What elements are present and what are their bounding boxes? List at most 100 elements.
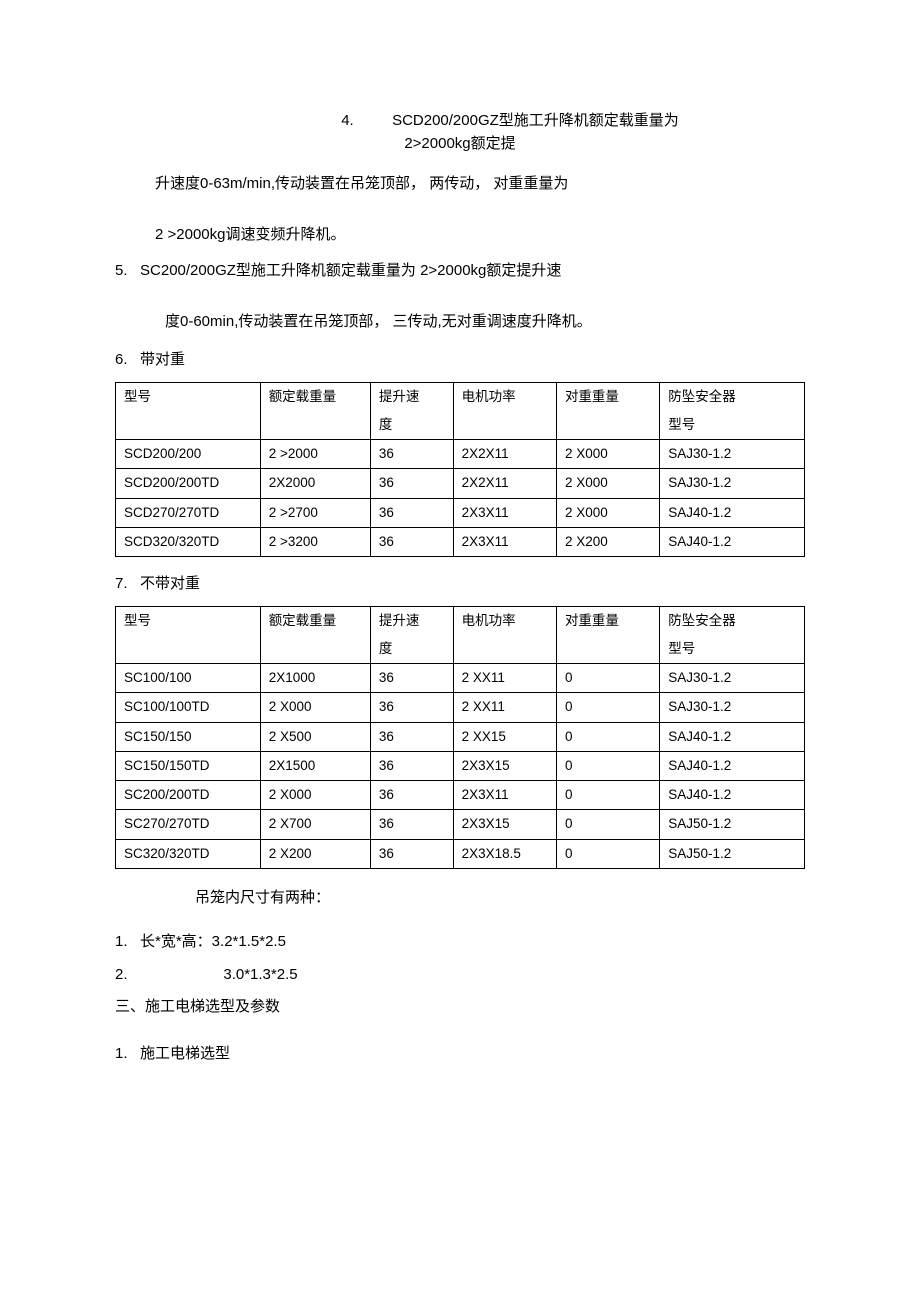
title-number: 4.	[341, 112, 354, 129]
table-cell: 0	[556, 781, 659, 810]
table-cell: 36	[370, 839, 453, 868]
table-cell: SCD320/320TD	[116, 527, 261, 556]
table-cell: SAJ40-1.2	[660, 781, 805, 810]
table-cell: SAJ30-1.2	[660, 440, 805, 469]
table-cell: SAJ50-1.2	[660, 839, 805, 868]
subtitle-dimensions: 吊笼内尺寸有两种：	[115, 887, 805, 910]
table-row: SC270/270TD2 X700362X3X150SAJ50-1.2	[116, 810, 805, 839]
table-row: SC100/100TD2 X000362 XX110SAJ30-1.2	[116, 693, 805, 722]
table-cell: SCD200/200TD	[116, 469, 261, 498]
table-cell: 2 X200	[260, 839, 370, 868]
paragraph-2: 2 >2000kg调速变频升降机。	[115, 224, 805, 247]
title-block: 4. SCD200/200GZ型施工升降机额定载重量为 2>2000kg额定提	[115, 110, 805, 155]
table-cell: 2 X700	[260, 810, 370, 839]
table-cell: SC100/100TD	[116, 693, 261, 722]
paragraph-1: 升速度0-63m/min,传动装置在吊笼顶部， 两传动， 对重重量为	[115, 173, 805, 196]
table-row: SC150/150TD2X1500362X3X150SAJ40-1.2	[116, 751, 805, 780]
table-cell: SAJ30-1.2	[660, 693, 805, 722]
table-cell: SAJ40-1.2	[660, 527, 805, 556]
table-cell: 36	[370, 751, 453, 780]
title-text-1: SCD200/200GZ型施工升降机额定载重量为	[392, 112, 679, 129]
table-cell: 2 X000	[556, 498, 659, 527]
table-cell: 0	[556, 839, 659, 868]
table-row: SC150/1502 X500362 XX150SAJ40-1.2	[116, 722, 805, 751]
table-row: SC200/200TD2 X000362X3X110SAJ40-1.2	[116, 781, 805, 810]
table-cell: 2X3X18.5	[453, 839, 556, 868]
table-cell: 36	[370, 527, 453, 556]
table-header-row: 型号 额定载重量 提升速 电机功率 对重重量 防坠安全器	[116, 606, 805, 635]
th-safety-b: 型号	[660, 411, 805, 440]
th-power: 电机功率	[453, 606, 556, 664]
table-cell: 2X3X11	[453, 527, 556, 556]
section-3-item-1: 1. 施工电梯选型	[115, 1043, 805, 1066]
th-safety-b: 型号	[660, 635, 805, 664]
table-cell: SAJ40-1.2	[660, 498, 805, 527]
th-model: 型号	[116, 382, 261, 440]
table-with-counterweight: 型号 额定载重量 提升速 电机功率 对重重量 防坠安全器 度 型号 SCD200…	[115, 382, 805, 558]
th-speed-b: 度	[370, 411, 453, 440]
table-cell: 2X2000	[260, 469, 370, 498]
table-cell: 2 >2700	[260, 498, 370, 527]
table-cell: SAJ30-1.2	[660, 664, 805, 693]
th-counterweight: 对重重量	[556, 382, 659, 440]
table-cell: 36	[370, 498, 453, 527]
table-cell: SCD270/270TD	[116, 498, 261, 527]
table-cell: 2 X000	[556, 440, 659, 469]
table-cell: 2X1500	[260, 751, 370, 780]
th-safety-a: 防坠安全器	[660, 606, 805, 635]
section-3-title: 三、施工电梯选型及参数	[115, 996, 805, 1019]
table-cell: 2 >2000	[260, 440, 370, 469]
table-row: SC320/320TD2 X200362X3X18.50SAJ50-1.2	[116, 839, 805, 868]
th-safety-a: 防坠安全器	[660, 382, 805, 411]
table-cell: 36	[370, 664, 453, 693]
item-7: 7. 不带对重	[115, 573, 805, 596]
table-cell: 2 XX15	[453, 722, 556, 751]
table-cell: 36	[370, 781, 453, 810]
table-cell: SC320/320TD	[116, 839, 261, 868]
table-cell: SC200/200TD	[116, 781, 261, 810]
table-cell: 36	[370, 810, 453, 839]
table-cell: 0	[556, 722, 659, 751]
table-row: SCD270/270TD2 >2700362X3X112 X000SAJ40-1…	[116, 498, 805, 527]
table-cell: SC100/100	[116, 664, 261, 693]
table-cell: SC270/270TD	[116, 810, 261, 839]
item-6: 6. 带对重	[115, 349, 805, 372]
table-cell: 0	[556, 751, 659, 780]
table-cell: 2 X000	[260, 781, 370, 810]
table-cell: SAJ30-1.2	[660, 469, 805, 498]
th-load: 额定载重量	[260, 382, 370, 440]
item-5b: 度0-60min,传动装置在吊笼顶部， 三传动,无对重调速度升降机。	[115, 311, 805, 334]
table-cell: SC150/150	[116, 722, 261, 751]
table-cell: 0	[556, 810, 659, 839]
dim-item-2: 2. 3.0*1.3*2.5	[115, 964, 805, 987]
table-cell: SAJ40-1.2	[660, 722, 805, 751]
th-speed-b: 度	[370, 635, 453, 664]
table-cell: 2X3X11	[453, 498, 556, 527]
table-cell: 2X2X11	[453, 469, 556, 498]
table-cell: 36	[370, 722, 453, 751]
table-without-counterweight: 型号 额定载重量 提升速 电机功率 对重重量 防坠安全器 度 型号 SC100/…	[115, 606, 805, 869]
dim-item-1: 1. 长*宽*高：3.2*1.5*2.5	[115, 931, 805, 954]
th-load: 额定载重量	[260, 606, 370, 664]
table-cell: 2 X000	[260, 693, 370, 722]
table-row: SCD200/200TD2X2000362X2X112 X000SAJ30-1.…	[116, 469, 805, 498]
table-cell: SCD200/200	[116, 440, 261, 469]
th-speed-a: 提升速	[370, 606, 453, 635]
table-cell: 2 XX11	[453, 664, 556, 693]
table-cell: 36	[370, 469, 453, 498]
th-power: 电机功率	[453, 382, 556, 440]
th-counterweight: 对重重量	[556, 606, 659, 664]
table-cell: 0	[556, 664, 659, 693]
table-row: SC100/1002X1000362 XX110SAJ30-1.2	[116, 664, 805, 693]
table-row: SCD320/320TD2 >3200362X3X112 X200SAJ40-1…	[116, 527, 805, 556]
table-header-row: 型号 额定载重量 提升速 电机功率 对重重量 防坠安全器	[116, 382, 805, 411]
th-model: 型号	[116, 606, 261, 664]
table-cell: SAJ40-1.2	[660, 751, 805, 780]
table-cell: SC150/150TD	[116, 751, 261, 780]
title-line-2: 2>2000kg额定提	[115, 133, 805, 156]
table-cell: 0	[556, 693, 659, 722]
table-cell: 2 XX11	[453, 693, 556, 722]
table-cell: 36	[370, 440, 453, 469]
item-5: 5. SC200/200GZ型施工升降机额定载重量为 2>2000kg额定提升速	[115, 260, 805, 283]
table-cell: 2 X200	[556, 527, 659, 556]
